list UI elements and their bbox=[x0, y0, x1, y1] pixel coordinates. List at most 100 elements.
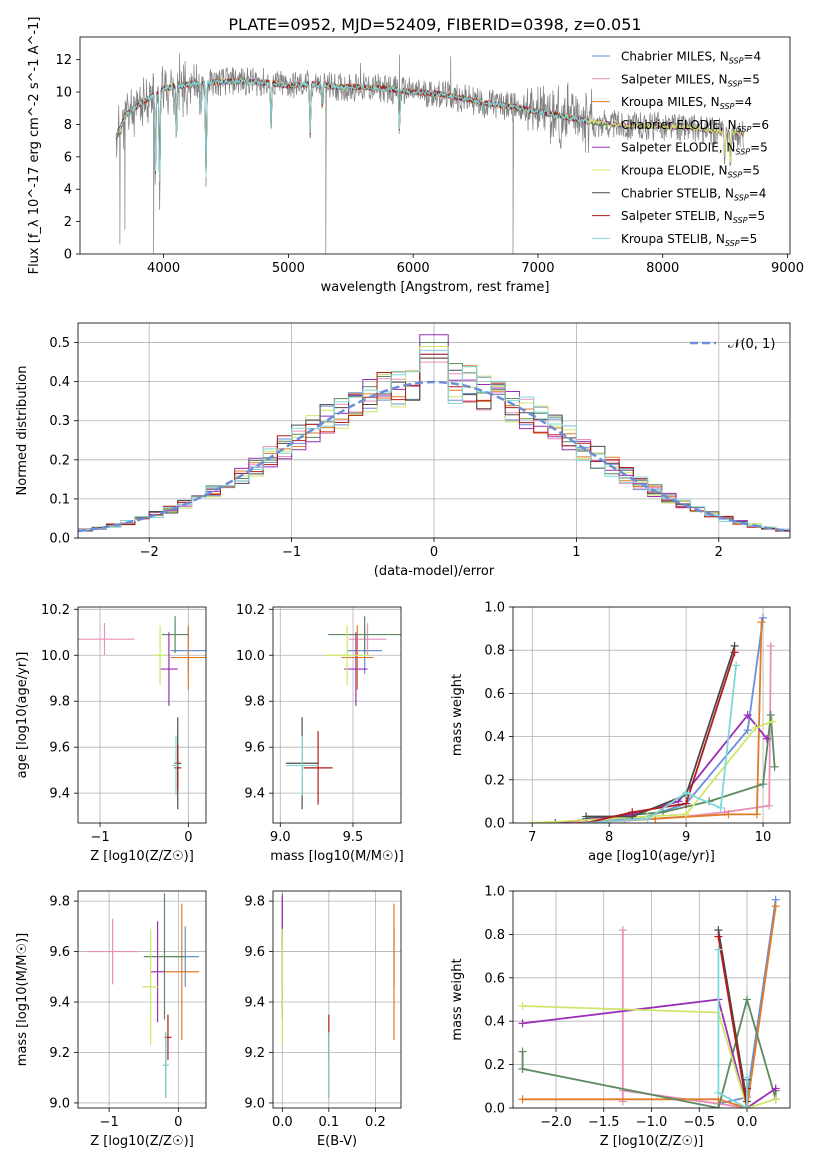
weight-marker bbox=[551, 819, 560, 823]
plot-area bbox=[528, 613, 779, 823]
y-tick-label: 0.2 bbox=[49, 453, 70, 468]
y-tick-label: 9.8 bbox=[244, 695, 265, 710]
panel-age_vs_mass: 9.0 9.5 9.4 9.6 9.8 10.0 10.2 mass [log10(M/M☉)… bbox=[236, 603, 404, 864]
errorbar-point bbox=[150, 921, 165, 1023]
histogram-step-line bbox=[78, 349, 790, 538]
weight-marker bbox=[724, 810, 733, 819]
x-tick-label: −1.5 bbox=[588, 1115, 620, 1130]
y-tick-label: 9.6 bbox=[244, 945, 265, 960]
y-tick-label: 1.0 bbox=[484, 601, 505, 616]
weight-marker bbox=[751, 723, 760, 732]
x-tick-label: 0 bbox=[430, 545, 438, 560]
y-tick-label: 12 bbox=[55, 53, 72, 68]
errorbar-point bbox=[164, 903, 200, 1040]
weight-marker bbox=[762, 734, 771, 743]
x-tick-label: 9.0 bbox=[270, 830, 291, 845]
x-axis-label: age [log10(age/yr)] bbox=[588, 849, 715, 864]
weight-marker bbox=[518, 1095, 527, 1104]
weight-line bbox=[522, 1005, 776, 1108]
errorbar-point bbox=[86, 918, 139, 985]
errorbar-point bbox=[153, 625, 168, 686]
model-spectrum-line bbox=[115, 77, 589, 180]
weight-line bbox=[621, 930, 748, 1108]
legend-entry: Kroupa MILES, NSSP=4 bbox=[621, 95, 752, 111]
weight-marker bbox=[714, 932, 723, 941]
x-axis-label: Z [log10(Z/Z☉)] bbox=[600, 1134, 704, 1149]
weight-marker bbox=[743, 1073, 752, 1082]
x-tick-label: −1 bbox=[100, 1115, 119, 1130]
weight-marker bbox=[771, 1095, 780, 1104]
weight-marker bbox=[743, 995, 752, 1004]
y-tick-label: 9.6 bbox=[244, 741, 265, 756]
weight-marker bbox=[743, 711, 752, 719]
axes-frame bbox=[272, 606, 402, 824]
plot-area bbox=[286, 616, 401, 810]
weight-marker bbox=[518, 1002, 527, 1011]
weight-line bbox=[717, 949, 748, 1108]
plot-area bbox=[86, 893, 200, 1098]
weight-marker bbox=[682, 810, 691, 819]
weight-marker bbox=[766, 711, 775, 719]
x-tick-label: 1 bbox=[572, 545, 580, 560]
x-tick-label: 5000 bbox=[272, 261, 305, 276]
panel-residual_histogram: −2 −1 0 1 2 0.0 0.1 0.2 0.3 0.4 0.5 (data-model)/er… bbox=[15, 322, 791, 579]
x-tick-label: −0.5 bbox=[683, 1115, 715, 1130]
weight-line bbox=[555, 645, 772, 823]
errorbar-point bbox=[325, 625, 369, 686]
errorbar-point bbox=[348, 623, 387, 656]
plot-layer: 4000 5000 6000 7000 8000 9000024681012wavelen… bbox=[15, 17, 804, 1149]
y-tick-label: 9.8 bbox=[49, 895, 70, 910]
legend-entry: Salpeter MILES, NSSP=5 bbox=[621, 72, 760, 88]
errorbar-point bbox=[160, 632, 178, 706]
y-tick-label: 0.8 bbox=[484, 928, 505, 943]
x-tick-label: 0.0 bbox=[272, 1115, 293, 1130]
y-tick-label: 0.6 bbox=[484, 687, 505, 702]
x-tick-label: 0 bbox=[184, 830, 192, 845]
errorbar-point bbox=[172, 735, 180, 796]
y-axis-label: mass weight bbox=[450, 674, 465, 756]
y-tick-label: 0.2 bbox=[484, 1058, 505, 1073]
weight-marker bbox=[752, 810, 761, 819]
weight-line bbox=[522, 998, 777, 1108]
errorbar-point bbox=[286, 735, 319, 796]
histogram-legend: 𝒩(0, 1) bbox=[690, 337, 775, 352]
weight-marker bbox=[716, 803, 725, 812]
plot-area bbox=[281, 893, 395, 1098]
y-tick-label: 9.4 bbox=[244, 787, 265, 802]
x-tick-label: 7000 bbox=[521, 261, 554, 276]
y-tick-label: 10 bbox=[55, 86, 72, 101]
y-tick-label: 0.4 bbox=[484, 1015, 505, 1030]
y-tick-label: 0 bbox=[64, 248, 72, 263]
y-tick-label: 9.8 bbox=[244, 895, 265, 910]
y-tick-label: 9.4 bbox=[244, 996, 265, 1011]
legend-entry: Chabrier MILES, NSSP=4 bbox=[621, 50, 761, 66]
legend-entry: Kroupa STELIB, NSSP=5 bbox=[621, 232, 757, 248]
weight-marker bbox=[528, 819, 537, 823]
y-tick-label: 10.2 bbox=[41, 603, 70, 618]
x-tick-label: 9000 bbox=[771, 261, 804, 276]
weight-marker bbox=[628, 808, 637, 817]
errorbar-point bbox=[163, 1032, 169, 1098]
errorbar-point bbox=[174, 744, 182, 791]
weight-marker bbox=[730, 648, 739, 657]
weight-marker bbox=[770, 762, 779, 771]
y-tick-label: 9.4 bbox=[49, 996, 70, 1011]
weight-marker bbox=[771, 902, 780, 911]
y-tick-label: 4 bbox=[64, 183, 72, 198]
x-axis-label: E(B-V) bbox=[317, 1134, 357, 1149]
errorbar-point bbox=[142, 928, 159, 1045]
legend-entry: Chabrier ELODIE, NSSP=6 bbox=[621, 118, 769, 134]
y-tick-label: 0.1 bbox=[49, 492, 70, 507]
y-tick-label: 0.8 bbox=[484, 644, 505, 659]
weight-marker bbox=[771, 1084, 780, 1093]
x-tick-label: 9 bbox=[682, 830, 690, 845]
weight-line bbox=[586, 714, 776, 820]
data-spectrum-line bbox=[115, 53, 744, 254]
weight-marker bbox=[759, 780, 768, 789]
axes-frame bbox=[79, 36, 791, 255]
y-tick-label: 9.0 bbox=[49, 1096, 70, 1111]
weight-marker bbox=[714, 945, 723, 954]
x-tick-label: 0.2 bbox=[365, 1115, 386, 1130]
y-tick-label: 9.8 bbox=[49, 695, 70, 710]
x-axis-label: wavelength [Angstrom, rest frame] bbox=[321, 280, 550, 295]
